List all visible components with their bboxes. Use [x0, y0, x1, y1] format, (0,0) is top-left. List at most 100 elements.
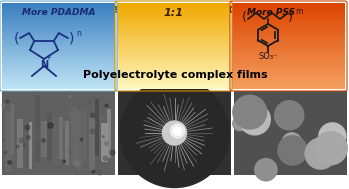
Bar	[232, 47, 345, 50]
Bar	[232, 77, 345, 79]
Bar	[2, 70, 115, 72]
Bar	[117, 47, 230, 50]
Bar	[117, 44, 230, 46]
Bar	[117, 37, 230, 39]
Bar	[117, 61, 230, 63]
Bar	[232, 32, 345, 34]
Bar	[232, 85, 345, 87]
Bar	[117, 82, 230, 84]
Bar	[117, 87, 230, 89]
Bar	[2, 39, 115, 41]
Bar	[117, 73, 230, 75]
Text: More PDADMA: More PDADMA	[22, 8, 95, 17]
Bar	[232, 8, 345, 10]
Bar	[117, 32, 230, 34]
Bar	[2, 20, 115, 22]
Bar	[117, 8, 230, 10]
Bar	[117, 35, 230, 37]
Text: +: +	[45, 55, 51, 61]
Bar	[232, 28, 345, 30]
Bar	[232, 23, 345, 25]
Bar	[2, 51, 115, 53]
Circle shape	[314, 132, 347, 165]
Bar	[232, 68, 345, 70]
Bar	[232, 52, 345, 55]
Bar	[232, 16, 345, 19]
Bar	[117, 71, 230, 74]
Bar	[2, 85, 115, 87]
Bar	[117, 78, 230, 80]
Circle shape	[319, 123, 346, 150]
Bar	[232, 15, 345, 17]
Bar	[2, 46, 115, 48]
Bar	[117, 80, 230, 82]
Bar	[117, 20, 230, 22]
Bar	[107, 109, 111, 158]
Bar	[2, 49, 115, 51]
Bar	[117, 16, 230, 19]
Bar	[232, 57, 345, 60]
Text: N: N	[40, 60, 48, 70]
Bar	[117, 30, 230, 32]
Bar	[234, 91, 347, 175]
Bar	[2, 15, 115, 17]
Circle shape	[305, 138, 336, 169]
Text: (: (	[242, 11, 246, 23]
Text: Silica-carbonate biomorphs: Silica-carbonate biomorphs	[83, 3, 266, 16]
Bar	[2, 71, 115, 74]
Bar	[2, 13, 115, 15]
Circle shape	[233, 95, 267, 129]
Circle shape	[171, 124, 185, 138]
Bar	[53, 118, 59, 166]
Bar	[2, 73, 115, 75]
Bar	[117, 27, 230, 29]
Bar	[232, 33, 345, 36]
Bar	[117, 64, 230, 67]
Bar	[77, 111, 82, 170]
Bar	[232, 40, 345, 43]
Bar	[59, 117, 63, 159]
Bar	[11, 104, 14, 155]
Bar	[2, 47, 115, 50]
Text: Polyelectrolyte complex films: Polyelectrolyte complex films	[83, 70, 267, 80]
Bar	[117, 49, 230, 51]
Bar	[117, 56, 230, 58]
Bar	[2, 83, 115, 86]
Bar	[232, 51, 345, 53]
Bar	[2, 80, 115, 82]
Bar	[2, 9, 115, 12]
Bar	[2, 18, 115, 20]
Bar	[232, 87, 345, 89]
Bar	[23, 134, 30, 166]
Bar	[2, 61, 115, 63]
Text: SO₃⁻: SO₃⁻	[258, 52, 278, 61]
Bar	[117, 25, 230, 27]
Circle shape	[282, 133, 302, 152]
Bar	[232, 75, 345, 77]
Bar	[2, 8, 115, 10]
Circle shape	[239, 104, 270, 135]
Bar	[17, 119, 23, 168]
Bar	[2, 57, 115, 60]
Bar	[117, 21, 230, 24]
Bar	[232, 37, 345, 39]
Bar	[232, 11, 345, 13]
Bar	[232, 63, 345, 65]
Bar	[5, 111, 11, 172]
Circle shape	[233, 116, 247, 131]
Bar	[2, 27, 115, 29]
Bar	[232, 30, 345, 32]
Bar	[2, 64, 115, 67]
Bar	[117, 2, 230, 5]
Bar	[117, 83, 230, 86]
Bar	[2, 25, 115, 27]
Bar	[2, 75, 115, 77]
Bar	[117, 23, 230, 25]
Bar	[232, 4, 345, 6]
Text: (: (	[14, 31, 19, 45]
Bar	[232, 9, 345, 12]
Bar	[95, 99, 99, 156]
Bar	[2, 56, 115, 58]
Bar	[232, 44, 345, 46]
Bar	[117, 63, 230, 65]
